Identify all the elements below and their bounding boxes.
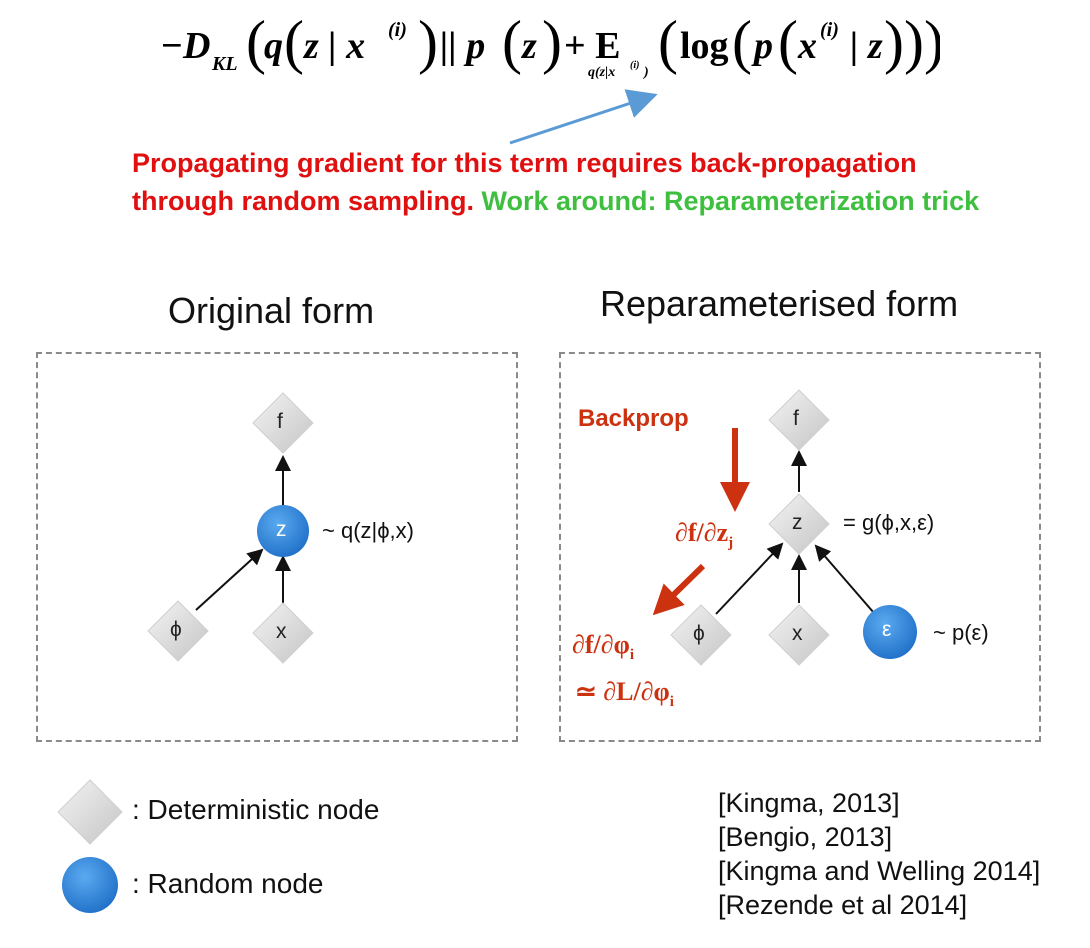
note-line-2-green-1: Work around: — [481, 186, 657, 216]
formula-z-given-x: z | x — [302, 25, 365, 67]
rep-node-phi-diamond — [670, 604, 732, 666]
formula-subscript-close: ) — [642, 65, 649, 80]
rep-node-x-diamond — [768, 604, 830, 666]
reference-item: [Kingma and Welling 2014] — [718, 856, 1041, 886]
blue-pointer-arrow — [509, 89, 658, 145]
rep-node-f-label: f — [793, 407, 799, 430]
note-line-2: through random sampling. Work around: Re… — [132, 186, 979, 217]
formula-log: log — [680, 25, 729, 67]
rep-node-phi-label: ϕ — [693, 622, 705, 645]
original-form-box — [36, 352, 518, 742]
edge-rphi-to-z — [715, 542, 784, 615]
formula-z: z — [520, 25, 537, 67]
formula-subscript-i: (i) — [630, 60, 639, 71]
orig-node-x-label: x — [276, 620, 287, 643]
formula-subscript: q(z|x — [588, 65, 615, 80]
grad-z-label: ∂f/∂zj — [675, 518, 733, 552]
orig-node-z-label: z — [276, 518, 287, 541]
formula-paren: ( — [732, 9, 752, 75]
legend-random-label: : Random node — [132, 868, 324, 899]
legend-deterministic-label: : Deterministic node — [132, 794, 380, 825]
rep-z-annotation: = g(ϕ,x,ε) — [843, 510, 935, 535]
rep-node-f-diamond — [768, 389, 830, 451]
formula-p: p — [751, 25, 773, 67]
rep-eps-annotation: ~ p(ε) — [933, 620, 989, 645]
reference-item: [Rezende et al 2014] — [718, 890, 968, 920]
formula-x: x — [797, 25, 817, 67]
grad-z-sub: j — [728, 535, 734, 552]
backprop-label: Backprop — [578, 405, 689, 432]
rep-node-z-diamond — [768, 493, 830, 555]
formula-svg: −D KL ( q ( z | x (i) ) || p ( z ) + E q… — [160, 9, 940, 80]
edge-eps-to-z — [814, 544, 875, 614]
reference-item: [Bengio, 2013] — [718, 822, 893, 852]
formula-kl: KL — [211, 53, 238, 75]
formula-plus-e: + E — [564, 25, 621, 67]
formula-paren: ))) — [884, 9, 940, 75]
note-line-2-green-2: Reparameterization trick — [664, 186, 980, 216]
formula-sup-i: (i) — [388, 19, 407, 41]
note-line-2-red: through random sampling. — [132, 186, 474, 216]
rep-node-eps-circle — [863, 605, 917, 659]
orig-node-x-diamond — [252, 602, 314, 664]
note-line-1: Propagating gradient for this term requi… — [132, 148, 917, 178]
original-form-title: Original form — [168, 290, 375, 331]
reparam-form-title: Reparameterised form — [600, 283, 959, 324]
rep-node-x-label: x — [792, 622, 803, 645]
formula-neg-d: −D — [160, 25, 210, 67]
reparam-form-box — [559, 352, 1041, 742]
formula-parallel-p: || p — [440, 25, 485, 67]
formula-paren: ( — [284, 9, 304, 75]
legend-circle — [62, 857, 118, 913]
orig-z-annotation: ~ q(z|ϕ,x) — [322, 518, 414, 543]
elbo-formula: −D KL ( q ( z | x (i) ) || p ( z ) + E q… — [160, 8, 940, 88]
grad-z-text: ∂f/∂z — [675, 518, 729, 547]
formula-sup-i2: (i) — [820, 19, 839, 41]
orig-node-f-diamond — [252, 392, 314, 454]
reference-item: [Kingma, 2013] — [718, 788, 900, 818]
grad-phi-sub: i — [629, 647, 634, 664]
formula-q: q — [264, 25, 283, 67]
grad-phi-text: ∂f/∂φ — [572, 630, 630, 659]
grad-phi-label: ∂f/∂φi — [572, 630, 634, 664]
formula-paren: ( — [246, 9, 266, 75]
rep-node-z-label: z — [792, 511, 803, 534]
formula-given-z: | z — [850, 25, 883, 67]
references-list: [Kingma, 2013] [Bengio, 2013] [Kingma an… — [718, 786, 1040, 922]
orig-node-f-label: f — [277, 410, 283, 433]
formula-paren: ( — [778, 9, 798, 75]
formula-paren: ) — [418, 9, 438, 75]
rep-node-eps-label: ε — [882, 618, 892, 641]
legend-diamond — [57, 779, 123, 845]
edge-phi-to-z — [195, 548, 264, 611]
approx-label: ≃ ∂L/∂φi — [575, 677, 674, 711]
orig-node-phi-label: ϕ — [170, 618, 182, 641]
formula-paren: ( — [658, 9, 678, 75]
orig-node-phi-diamond — [147, 600, 209, 662]
orig-node-z-circle — [257, 505, 309, 557]
formula-paren: ( — [502, 9, 522, 75]
approx-text: ≃ ∂L/∂φ — [575, 677, 670, 706]
approx-sub: i — [669, 694, 674, 711]
formula-paren: ) — [542, 9, 562, 75]
backprop-arrow-diagonal — [652, 563, 706, 616]
